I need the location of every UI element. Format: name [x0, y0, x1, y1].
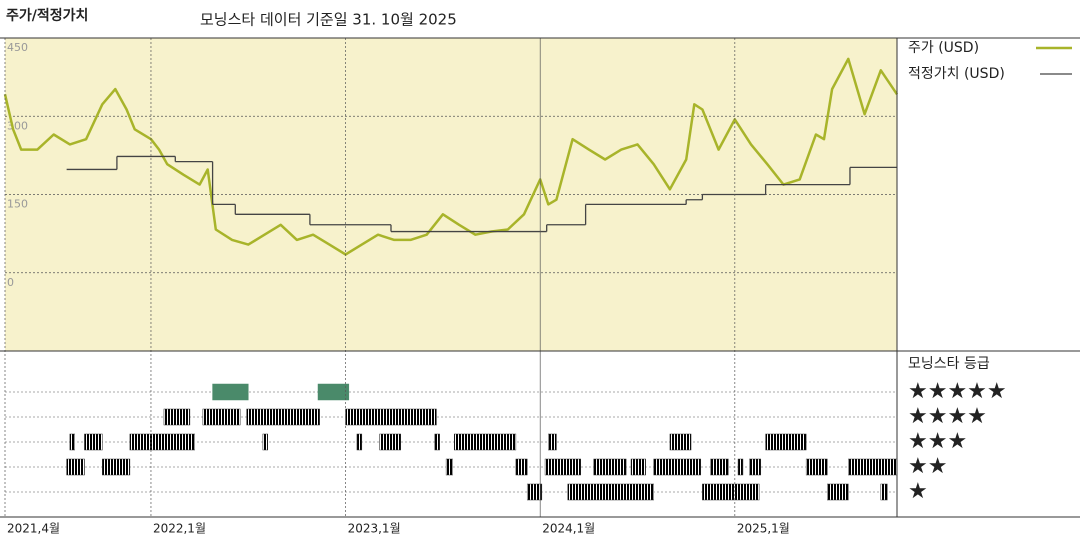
rating-period	[593, 458, 627, 476]
rating-stars: ★★	[908, 454, 947, 479]
rating-period	[737, 458, 744, 476]
y-tick-label: 450	[7, 41, 28, 54]
x-tick-label: 2025,1월	[737, 522, 790, 536]
rating-stars: ★★★	[908, 429, 967, 454]
rating-period	[848, 458, 898, 476]
x-tick-label: 2022,1월	[153, 522, 206, 536]
rating-period	[69, 433, 75, 451]
rating-period	[246, 408, 320, 426]
price-line	[3, 57, 899, 256]
rating-period	[544, 458, 581, 476]
rating-period	[66, 458, 85, 476]
chart-subtitle: 모닝스타 데이터 기준일 31. 10월 2025	[200, 11, 457, 29]
rating-period	[630, 458, 646, 476]
rating-period	[749, 458, 762, 476]
rating-period	[445, 458, 453, 476]
rating-period	[710, 458, 729, 476]
rating-period	[163, 408, 191, 426]
rating-period	[827, 483, 849, 501]
rating-period	[702, 483, 760, 501]
rating-period	[345, 408, 437, 426]
rating-period	[379, 433, 401, 451]
rating-title: 모닝스타 등급	[908, 356, 990, 372]
rating-period	[880, 483, 888, 501]
rating-period	[453, 433, 517, 451]
rating-period	[102, 458, 131, 476]
rating-period	[567, 483, 654, 501]
rating-period	[653, 458, 702, 476]
rating-period	[515, 458, 528, 476]
rating-period	[805, 458, 828, 476]
rating-period	[84, 433, 103, 451]
rating-period	[356, 433, 363, 451]
x-tick-label: 2023,1월	[348, 522, 401, 536]
y-tick-label: 150	[7, 198, 28, 211]
rating-stars: ★★★★	[908, 404, 987, 429]
rating-stars: ★★★★★	[908, 379, 1007, 404]
rating-period	[669, 433, 692, 451]
rating-period	[434, 433, 440, 451]
rating-period	[212, 383, 249, 401]
rating-period	[262, 433, 268, 451]
legend-label: 주가 (USD)	[908, 40, 979, 56]
legend-label: 적정가치 (USD)	[908, 66, 1005, 82]
x-tick-label: 2021,4월	[7, 522, 60, 536]
x-tick-label: 2024,1월	[542, 522, 595, 536]
rating-period	[202, 408, 241, 426]
rating-period	[129, 433, 196, 451]
chart-title: 주가/적정가치	[6, 7, 88, 24]
rating-period	[548, 433, 557, 451]
rating-period	[317, 383, 350, 401]
rating-period	[765, 433, 807, 451]
rating-stars: ★	[908, 479, 928, 504]
y-tick-label: 0	[7, 276, 14, 289]
rating-period	[526, 483, 543, 501]
